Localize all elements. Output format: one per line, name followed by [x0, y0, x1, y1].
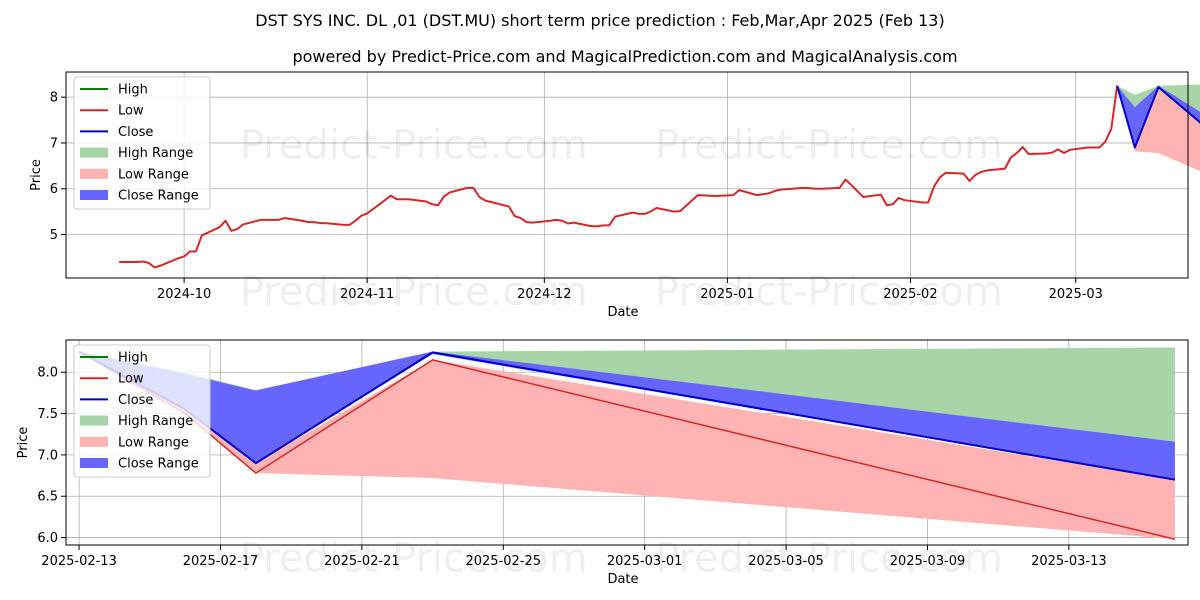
legend-label: High: [118, 83, 148, 98]
x-tick-label: 2024-12: [517, 287, 571, 302]
legend-label: High Range: [118, 414, 193, 429]
chart-title: DST SYS INC. DL ,01 (DST.MU) short term …: [255, 11, 944, 30]
low-range-area: [79, 351, 1175, 540]
x-axis-label: Date: [607, 305, 638, 320]
plot-frame: [65, 339, 1189, 546]
legend-swatch-patch: [80, 415, 108, 426]
x-tick-label: 2025-02-13: [41, 554, 117, 569]
y-tick-label: 7.5: [37, 407, 58, 422]
x-tick-label: 2025-02-21: [324, 554, 400, 569]
y-tick-label: 6: [50, 182, 58, 197]
y-tick-label: 7.0: [37, 448, 58, 463]
x-tick-label: 2025-03: [1049, 287, 1103, 302]
legend-label: Close: [118, 125, 153, 140]
legend-label: Close: [118, 393, 153, 408]
legend-swatch-patch: [80, 190, 108, 200]
forecast-panel: Predict-Price.comPredict-Price.comPredic…: [16, 339, 1189, 587]
legend-swatch-patch: [80, 147, 108, 158]
watermark-text: Predict-Price.com: [655, 536, 1003, 582]
legend: High Low Close High Range Low Range Close Ran…: [73, 344, 211, 478]
x-tick-label: 2025-02: [883, 287, 937, 302]
x-tick-label: 2025-01: [700, 287, 754, 302]
plot-frame: [65, 71, 1189, 279]
legend-label: High Range: [118, 146, 193, 161]
x-tick-label: 2024-10: [157, 287, 211, 302]
y-tick-label: 8.0: [37, 366, 58, 381]
y-axis-label: Price: [16, 427, 31, 459]
legend-label: Close Range: [118, 457, 199, 472]
y-tick-label: 5: [50, 228, 58, 243]
watermark-text: Predict-Price.com: [655, 123, 1003, 169]
x-tick-label: 2025-03-05: [748, 554, 824, 569]
watermark-text: Predict-Price.com: [240, 123, 588, 169]
high-range-area: [79, 347, 1175, 442]
low-price-line: [119, 85, 1119, 269]
x-tick-label: 2024-11: [340, 287, 394, 302]
legend: High Low Close High Range Low Range Close Ran…: [73, 76, 211, 210]
x-tick-label: 2025-03-13: [1031, 554, 1107, 569]
history-panel: Predict-Price.com Predict-Price.com Predic…: [29, 71, 1200, 320]
y-axis-label: Price: [29, 159, 44, 191]
y-tick-label: 8: [50, 91, 58, 106]
low-range-area: [1117, 85, 1200, 171]
x-axis-label: Date: [607, 572, 638, 587]
legend-label: High: [118, 351, 148, 366]
x-tick-label: 2025-02-25: [465, 554, 541, 569]
y-tick-label: 7: [50, 136, 58, 151]
legend-label: Low Range: [118, 167, 189, 182]
y-tick-label: 6.0: [37, 531, 58, 546]
watermark-text: Predict-Price.com: [240, 536, 588, 582]
legend-label: Close Range: [118, 189, 199, 204]
x-tick-label: 2025-03-01: [607, 554, 683, 569]
legend-swatch-patch: [80, 458, 108, 468]
legend-swatch-patch: [80, 168, 108, 179]
watermark-text: Predict-Price.com: [240, 269, 588, 315]
close-range-area: [79, 351, 1175, 480]
legend-label: Low: [118, 372, 144, 387]
legend-swatch-patch: [80, 436, 108, 447]
legend-label: Low: [118, 104, 144, 119]
legend-label: Low Range: [118, 435, 189, 450]
chart-subtitle: powered by Predict-Price.com and Magical…: [292, 47, 957, 66]
close-range-area: [1117, 85, 1200, 148]
y-tick-label: 6.5: [37, 490, 58, 505]
watermark-text: Predict-Price.com: [655, 269, 1003, 315]
x-tick-label: 2025-03-09: [890, 554, 966, 569]
x-tick-label: 2025-02-17: [183, 554, 259, 569]
